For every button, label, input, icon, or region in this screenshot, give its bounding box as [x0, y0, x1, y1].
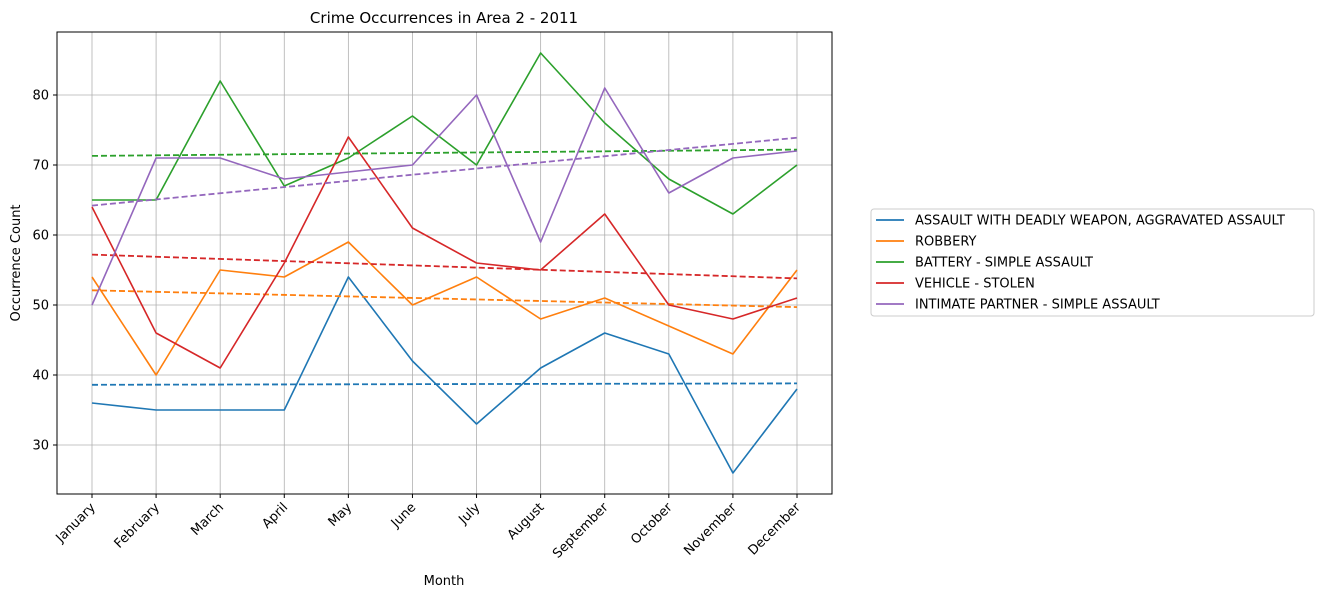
legend-label-4: INTIMATE PARTNER - SIMPLE ASSAULT	[915, 298, 1160, 313]
legend-label-0: ASSAULT WITH DEADLY WEAPON, AGGRAVATED A…	[915, 214, 1285, 229]
legend-label-1: ROBBERY	[915, 235, 977, 250]
series-line-0	[91, 276, 798, 474]
x-tick-label: August	[505, 500, 548, 543]
x-axis: January February March April May June July Augu…	[53, 494, 805, 562]
x-tick-label: June	[388, 500, 419, 531]
x-tick-label: January	[53, 500, 99, 546]
x-tick-label: November	[681, 500, 740, 559]
x-tick-label: May	[326, 500, 356, 530]
legend-frame	[870, 208, 1315, 317]
x-tick-label: October	[628, 500, 676, 548]
x-tick-label: April	[259, 500, 291, 532]
trend-line-3	[91, 253, 798, 280]
y-tick-label: 70	[32, 159, 49, 174]
chart-title: Crime Occurrences in Area 2 - 2011	[310, 9, 578, 27]
x-tick-label: September	[550, 500, 612, 562]
trend-line-2	[91, 148, 798, 157]
legend-label-2: BATTERY - SIMPLE ASSAULT	[915, 256, 1093, 271]
series-group	[91, 52, 798, 474]
y-axis-label: Occurrence Count	[9, 204, 24, 321]
x-axis-label: Month	[424, 574, 465, 589]
series-line-2	[92, 52, 798, 215]
x-tick-label: March	[188, 500, 227, 539]
series-line-4	[91, 87, 798, 306]
series-line-1	[91, 241, 798, 376]
trend-line-4	[91, 136, 798, 207]
y-tick-label: 60	[32, 229, 49, 244]
x-tick-label: July	[456, 500, 484, 528]
y-axis: 30 40 50 60 70 80	[32, 89, 57, 454]
y-tick-label: 50	[32, 299, 49, 314]
series-line-3	[91, 136, 798, 369]
x-tick-label: February	[112, 500, 164, 552]
trend-line-1	[91, 289, 798, 308]
trend-line-0	[91, 382, 798, 386]
x-tick-label: December	[746, 500, 805, 559]
grid	[57, 32, 832, 494]
y-tick-label: 80	[32, 89, 49, 104]
plot-frame	[56, 31, 833, 495]
legend: ASSAULT WITH DEADLY WEAPON, AGGRAVATED A…	[870, 208, 1315, 317]
y-tick-label: 30	[32, 439, 49, 454]
y-tick-label: 40	[32, 369, 49, 384]
legend-label-3: VEHICLE - STOLEN	[915, 277, 1035, 292]
